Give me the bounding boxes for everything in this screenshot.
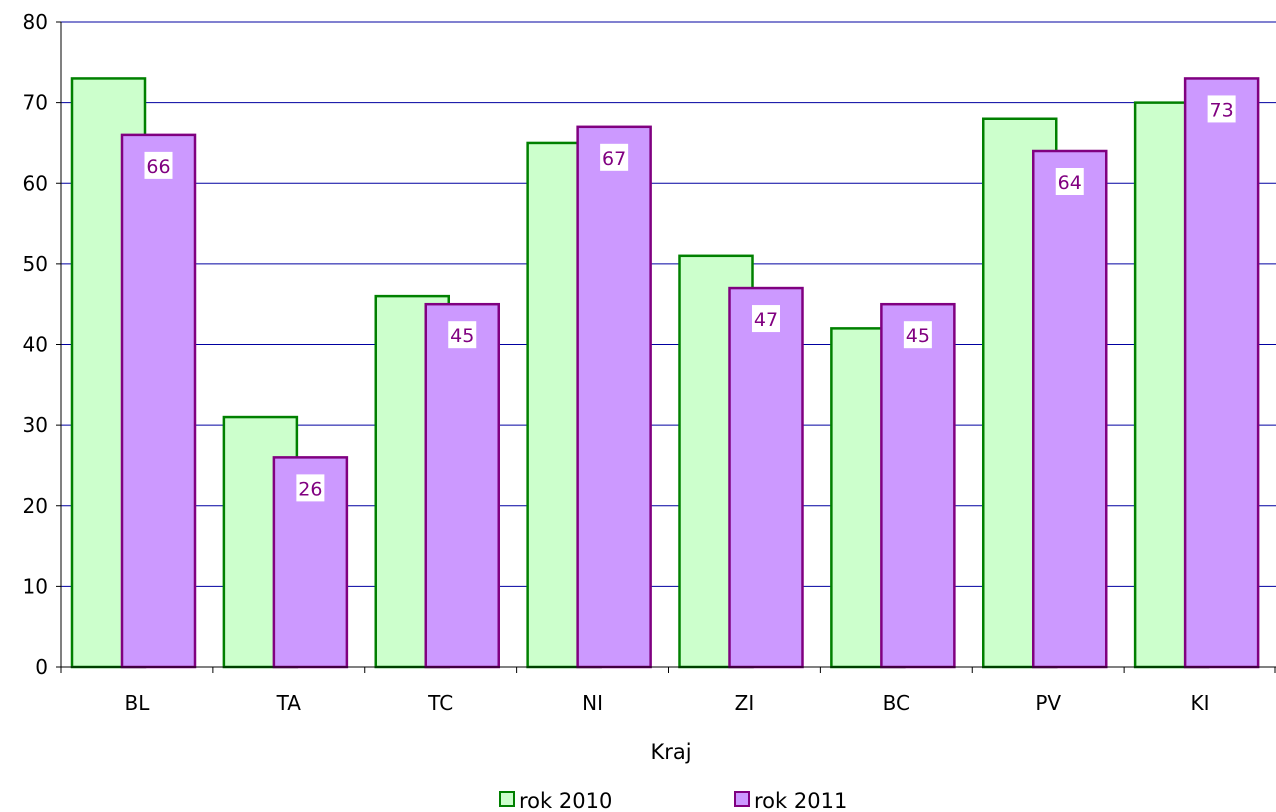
y-tick-label: 80 (23, 10, 48, 34)
data-label-text: 47 (754, 309, 778, 331)
bar-series2-zi (728, 286, 804, 669)
legend-swatch (499, 791, 515, 807)
y-tick-label: 0 (35, 655, 48, 679)
data-label: 26 (296, 474, 325, 502)
data-label-background (296, 474, 325, 502)
legend-item: rok 2011 (734, 789, 847, 812)
data-label: 47 (752, 305, 780, 333)
y-tick-label: 60 (23, 171, 48, 195)
data-label-background (1207, 95, 1236, 123)
legend: rok 2010 rok 2011 (499, 789, 847, 812)
data-label: 45 (448, 321, 477, 349)
data-label: 73 (1207, 95, 1236, 123)
bar-series2-pv (1032, 149, 1108, 669)
legend-label: rok 2010 (519, 789, 612, 812)
bar-series2-bl (120, 133, 197, 669)
bar-series2-ki (1183, 77, 1260, 669)
data-label: 66 (144, 151, 173, 179)
data-label: 67 (600, 143, 629, 171)
legend-label: rok 2011 (754, 789, 847, 812)
bar-series2-ni (576, 125, 652, 669)
bar-series2-tc (424, 302, 500, 669)
data-label: 64 (1055, 168, 1084, 195)
x-tick-label: TC (427, 691, 453, 715)
data-label-background (1055, 168, 1084, 195)
x-tick-label: ZI (735, 691, 755, 715)
bar-series2-bc (880, 302, 956, 669)
data-label-text: 67 (602, 148, 626, 170)
y-tick-label: 50 (23, 252, 48, 276)
data-label-background (600, 143, 629, 171)
data-label-text: 66 (146, 156, 170, 178)
x-tick-label: NI (582, 691, 603, 715)
axes: 0 10 20 30 40 50 60 70 80 BL TA TC NI ZI BC PV KI (23, 10, 1276, 715)
data-label: 45 (903, 321, 932, 349)
legend-swatch (734, 791, 750, 807)
data-label-background (903, 321, 932, 349)
data-label-background (752, 305, 780, 333)
x-axis-title: Kraj (650, 740, 691, 764)
y-tick-label: 20 (23, 494, 48, 518)
data-label-text: 73 (1210, 99, 1234, 121)
y-tick-label: 40 (23, 333, 48, 357)
data-label-text: 45 (906, 325, 930, 347)
legend-item: rok 2010 (499, 789, 612, 812)
x-tick-label: KI (1191, 691, 1210, 715)
data-label-background (144, 151, 173, 179)
y-tick-label: 70 (23, 91, 48, 115)
data-label-text: 26 (298, 478, 322, 500)
y-tick-label: 10 (23, 574, 48, 598)
x-tick-label: TA (276, 691, 302, 715)
x-tick-label: PV (1035, 691, 1061, 715)
data-labels: 66 26 45 67 47 45 64 73 (144, 95, 1236, 502)
data-label-background (448, 321, 477, 349)
x-tick-label: BL (125, 691, 151, 715)
data-label-text: 64 (1058, 172, 1082, 194)
data-label-text: 45 (450, 325, 474, 347)
bar-series (70, 77, 1260, 669)
y-tick-label: 30 (23, 413, 48, 437)
x-tick-label: BC (883, 691, 910, 715)
